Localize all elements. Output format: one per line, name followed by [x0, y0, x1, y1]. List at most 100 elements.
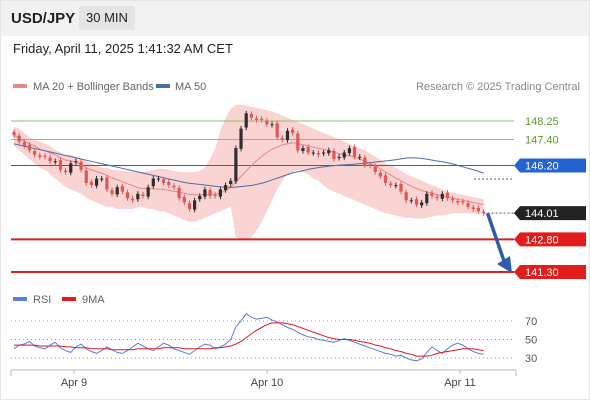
- legend-rsi-swatch: [13, 297, 27, 301]
- candle-body: [58, 160, 63, 170]
- candle-body: [172, 185, 176, 188]
- legend-9ma-swatch: [62, 297, 76, 301]
- candle-body: [100, 178, 104, 180]
- legend-ma20-label: MA 20 + Bollinger Bands: [33, 81, 154, 93]
- candle-body: [265, 120, 269, 125]
- candle-body: [27, 144, 32, 151]
- rsi-panel: 70 50 30: [11, 312, 537, 365]
- candle-body: [43, 155, 47, 157]
- bollinger-band-fill: [14, 104, 484, 240]
- forecast-arrow: [485, 212, 512, 273]
- candle-body: [306, 147, 310, 153]
- candle-body: [291, 129, 295, 133]
- rsi-tick-70: 70: [525, 316, 537, 328]
- candle-body: [466, 203, 470, 207]
- candle-body: [156, 178, 161, 180]
- candle-body: [471, 207, 475, 209]
- candle-body: [151, 178, 155, 187]
- candle-body: [146, 187, 150, 197]
- rsi-tick-30: 30: [525, 353, 537, 365]
- candle-body: [420, 202, 424, 206]
- candle-body: [53, 161, 57, 163]
- candle-body: [22, 142, 26, 146]
- x-tick-label: Apr 11: [444, 377, 476, 389]
- symbol-title: USD/JPY: [11, 10, 76, 27]
- candle-body: [213, 194, 217, 196]
- legend-ma50-swatch: [156, 84, 170, 88]
- candle-body: [456, 200, 460, 203]
- candle-body: [347, 148, 351, 154]
- level-label-146.20: 146.20: [525, 161, 559, 173]
- candle-body: [322, 152, 326, 154]
- candle-body: [125, 192, 130, 199]
- level-label-141.30: 141.30: [525, 267, 559, 279]
- candle-body: [383, 175, 388, 183]
- candle-body: [239, 128, 243, 149]
- candle-body: [218, 189, 222, 197]
- level-tag-141.30: [514, 265, 586, 279]
- candle-body: [64, 170, 68, 173]
- candle-body: [404, 192, 408, 201]
- candle-body: [79, 161, 83, 170]
- candle-body: [74, 161, 78, 163]
- timeframe-button[interactable]: 30 MIN: [79, 6, 135, 30]
- candle-body: [48, 157, 52, 162]
- price-level-labels: 148.25 147.40 146.20 144.01 142.80 141.30: [514, 116, 586, 279]
- candles: [12, 110, 486, 216]
- research-credit: Research © 2025 Trading Central: [416, 81, 580, 93]
- level-tag-142.80: [514, 232, 586, 247]
- candle-body: [352, 147, 357, 157]
- ma50-line: [13, 143, 484, 188]
- legend-ma50-label: MA 50: [175, 81, 206, 93]
- candle-body: [234, 148, 238, 182]
- candle-body: [445, 192, 450, 199]
- level-label-144.01: 144.01: [525, 208, 559, 220]
- candle-body: [208, 190, 212, 196]
- legend-rsi-label: RSI: [33, 294, 51, 306]
- level-label-142.80: 142.80: [525, 234, 559, 246]
- candle-body: [363, 157, 367, 166]
- candle-body: [182, 197, 186, 203]
- candle-body: [435, 196, 439, 199]
- candle-body: [399, 184, 403, 192]
- level-label-147.40: 147.40: [525, 134, 559, 146]
- x-tick-label: Apr 10: [251, 377, 283, 389]
- candle-body: [198, 195, 202, 200]
- candle-body: [368, 164, 372, 166]
- forecast-arrow-shaft: [485, 212, 506, 262]
- candle-body: [187, 203, 192, 209]
- candle-body: [94, 178, 99, 186]
- candle-body: [389, 183, 393, 186]
- x-tick-label: Apr 9: [61, 377, 87, 389]
- candle-body: [440, 193, 444, 199]
- legend-ma20-swatch: [13, 84, 27, 88]
- candle-body: [89, 181, 93, 186]
- level-tag-146.20: [514, 158, 586, 173]
- candle-body: [260, 118, 264, 120]
- candle-body: [342, 152, 346, 158]
- moving-averages: [13, 134, 484, 206]
- candle-body: [481, 211, 486, 214]
- candle-body: [394, 185, 398, 187]
- candle-body: [327, 150, 331, 154]
- candle-body: [136, 193, 140, 200]
- candle-body: [177, 187, 181, 199]
- candle-body: [430, 192, 434, 196]
- candle-body: [296, 133, 300, 151]
- candle-body: [451, 198, 455, 201]
- level-tag-144.01: [514, 206, 586, 221]
- legend-9ma-label: 9MA: [82, 294, 105, 306]
- level-label-148.25: 148.25: [525, 116, 559, 128]
- candle-body: [249, 114, 253, 118]
- candle-body: [254, 118, 259, 120]
- candle-body: [120, 186, 124, 192]
- candle-body: [17, 135, 21, 142]
- bollinger-bands: [14, 104, 484, 240]
- candle-body: [69, 163, 73, 173]
- rsi-series-RSI: [13, 312, 484, 362]
- candle-body: [378, 172, 382, 177]
- candle-body: [244, 113, 248, 128]
- candle-body: [105, 177, 109, 190]
- candle-body: [425, 193, 429, 204]
